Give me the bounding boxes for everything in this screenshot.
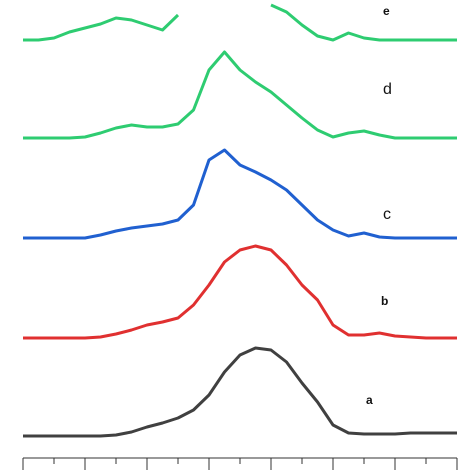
- series-label: e: [383, 4, 390, 18]
- series-label: b: [381, 294, 388, 308]
- series-label: d: [383, 81, 392, 98]
- series-label: a: [366, 393, 373, 407]
- series-label: c: [383, 206, 391, 223]
- curve: [23, 148, 457, 240]
- curve: [23, 346, 457, 438]
- curve: [23, 244, 457, 340]
- curve: [23, 50, 457, 140]
- curve: [23, 3, 457, 42]
